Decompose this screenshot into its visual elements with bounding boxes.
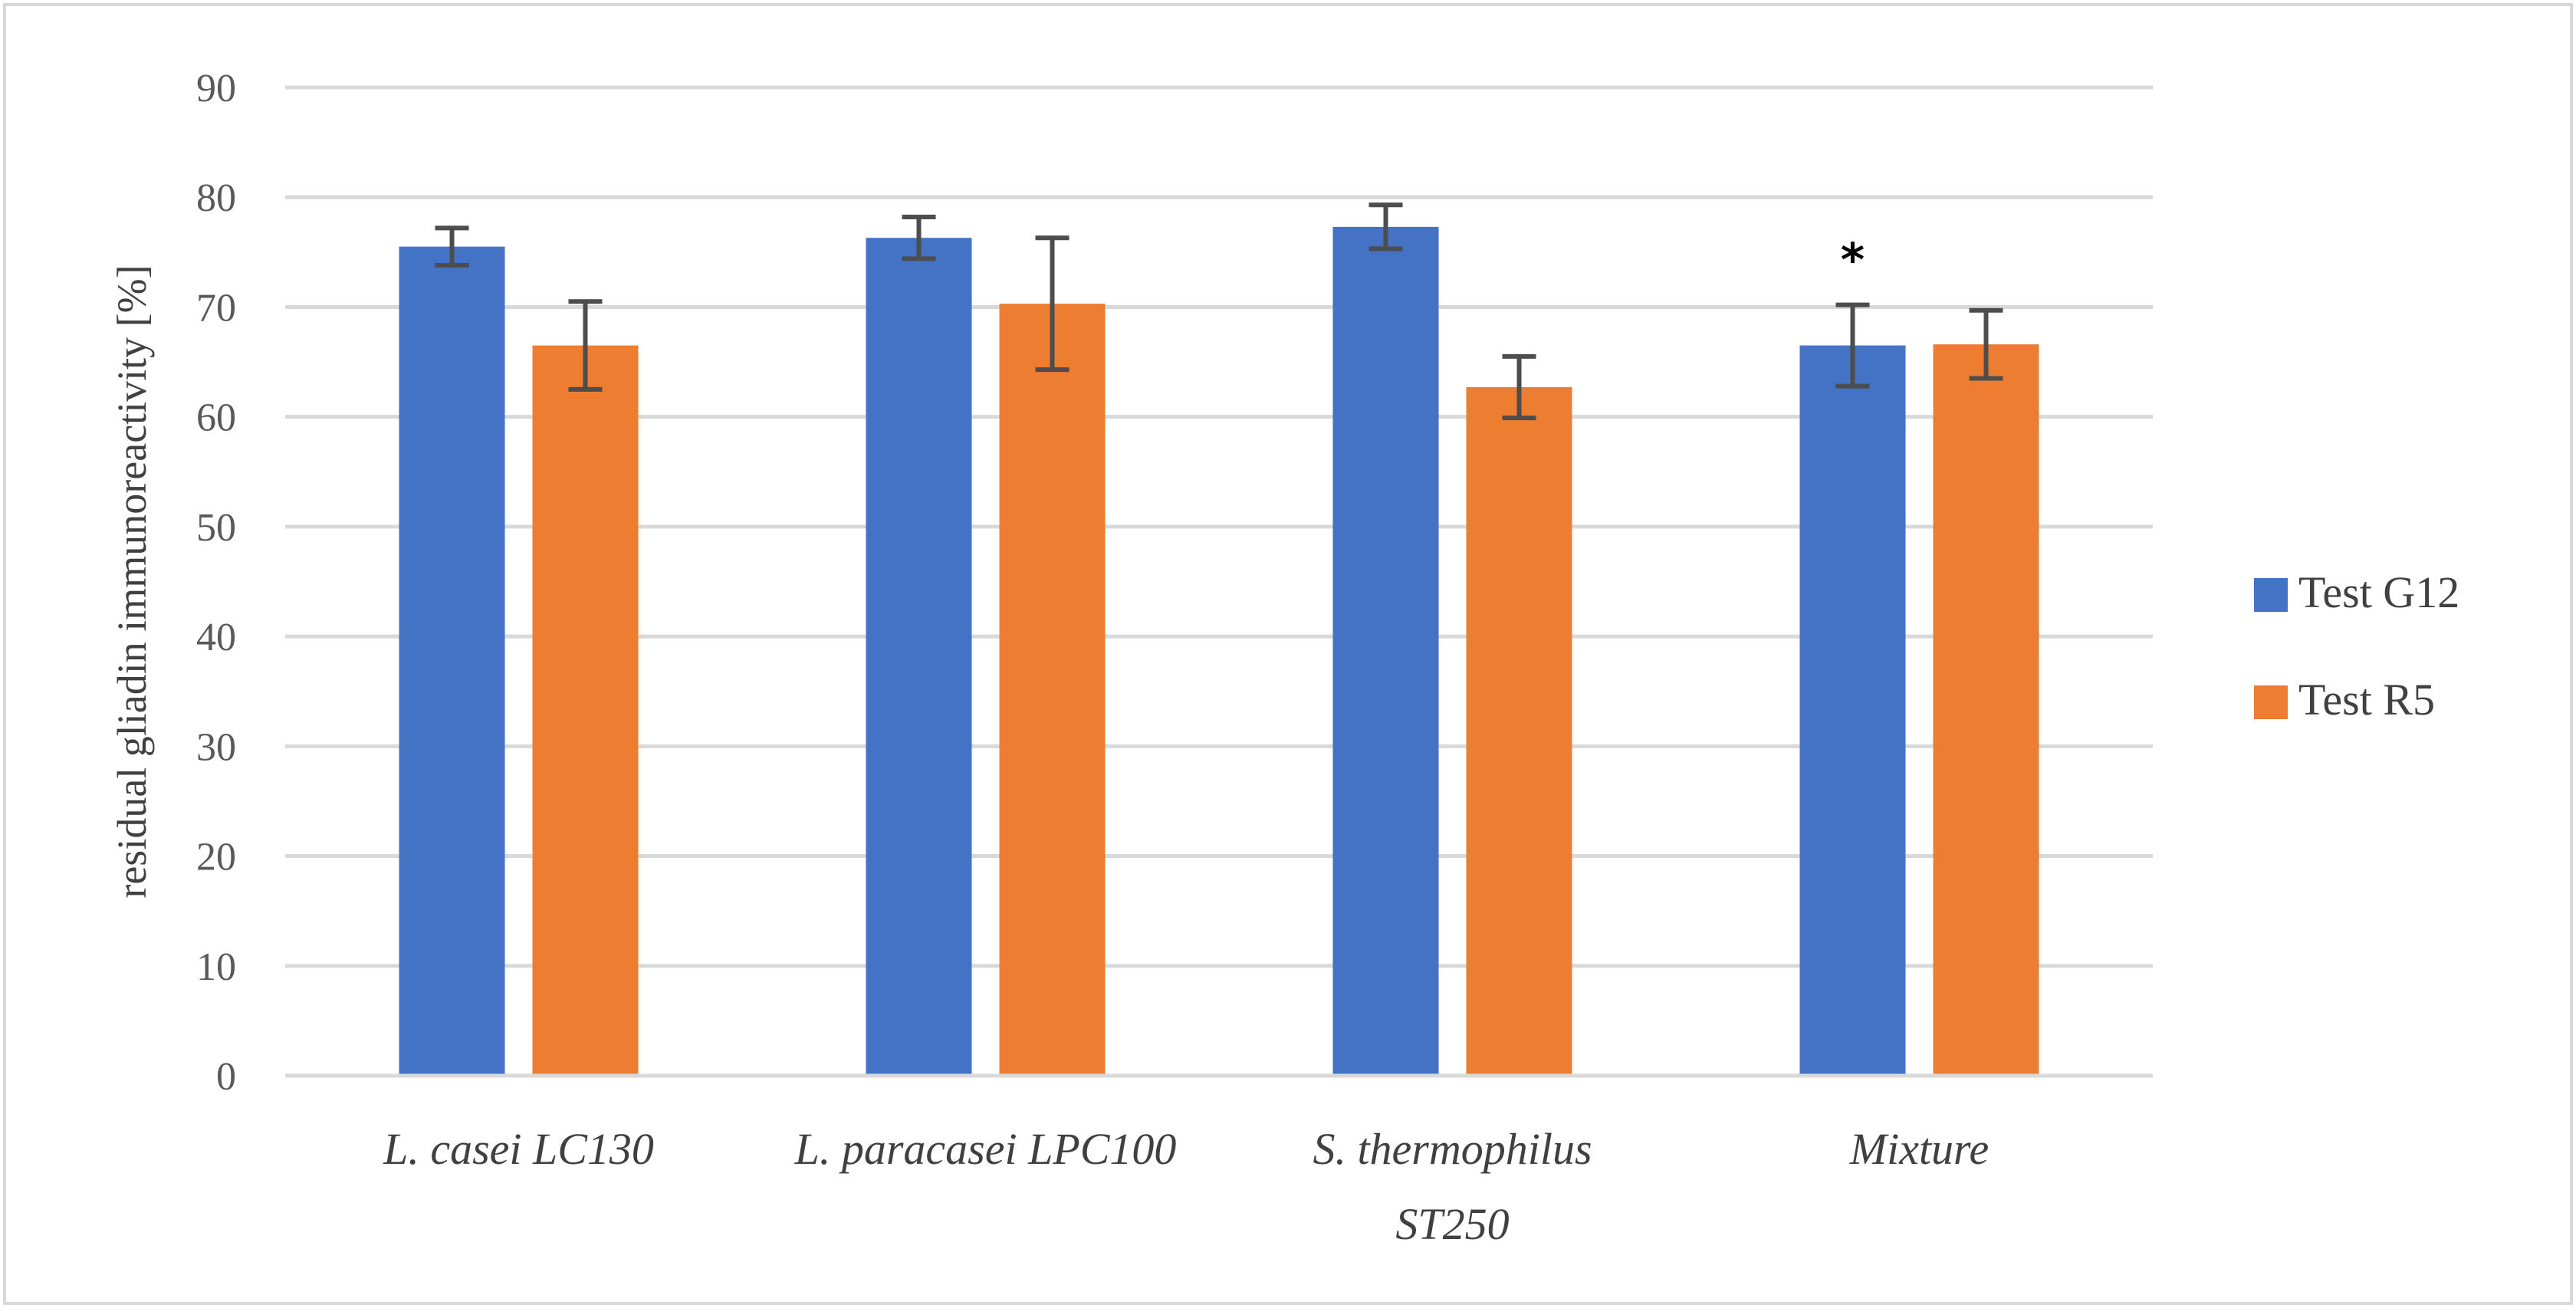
error-bar [435,225,469,268]
y-tick-label: 90 [196,67,236,110]
legend-label: Test G12 [2298,567,2459,617]
x-category-label: S. thermophilus [1313,1124,1592,1174]
legend-swatch [2254,578,2288,612]
y-tick-label: 20 [196,836,236,879]
bar-test-g12-0 [399,246,505,1076]
error-bar [1835,302,1870,389]
bar-test-r5-1 [999,304,1106,1076]
y-tick-label: 80 [196,176,236,220]
bar-test-r5-0 [532,345,639,1076]
error-bar [902,215,936,261]
bar-test-g12-3 [1799,345,1906,1076]
y-tick-label: 10 [196,945,236,989]
y-tick-label: 70 [196,286,236,330]
x-category-label: L. casei LC130 [383,1124,654,1174]
y-axis-title: residual gliadin immunoreactivity [%] [109,265,155,898]
legend-swatch [2254,685,2288,719]
legend-label: Test R5 [2298,675,2435,725]
legend-item-test-r5: Test R5 [2254,675,2435,725]
bar-test-g12-1 [866,238,972,1076]
bar-test-r5-3 [1933,344,2039,1076]
error-bar [1502,353,1536,421]
error-bar [568,299,603,392]
y-tick-label: 60 [196,396,236,440]
y-tick-label: 0 [216,1055,236,1099]
bar-test-r5-2 [1466,386,1572,1076]
x-category-label: Mixture [1849,1124,1989,1174]
y-tick-label: 30 [196,725,236,769]
y-tick-label: 40 [196,616,236,659]
chart-frame [3,3,2573,1305]
x-category-label: L. paracasei LPC100 [794,1124,1177,1174]
y-tick-label: 50 [196,506,236,550]
bar-test-g12-2 [1332,226,1439,1076]
error-bar [1969,307,2003,381]
significance-asterisk: * [1841,234,1865,288]
x-category-label: ST250 [1395,1199,1509,1249]
error-bar [1368,202,1403,251]
legend-item-test-g12: Test G12 [2254,567,2459,617]
error-bar [1035,235,1070,373]
